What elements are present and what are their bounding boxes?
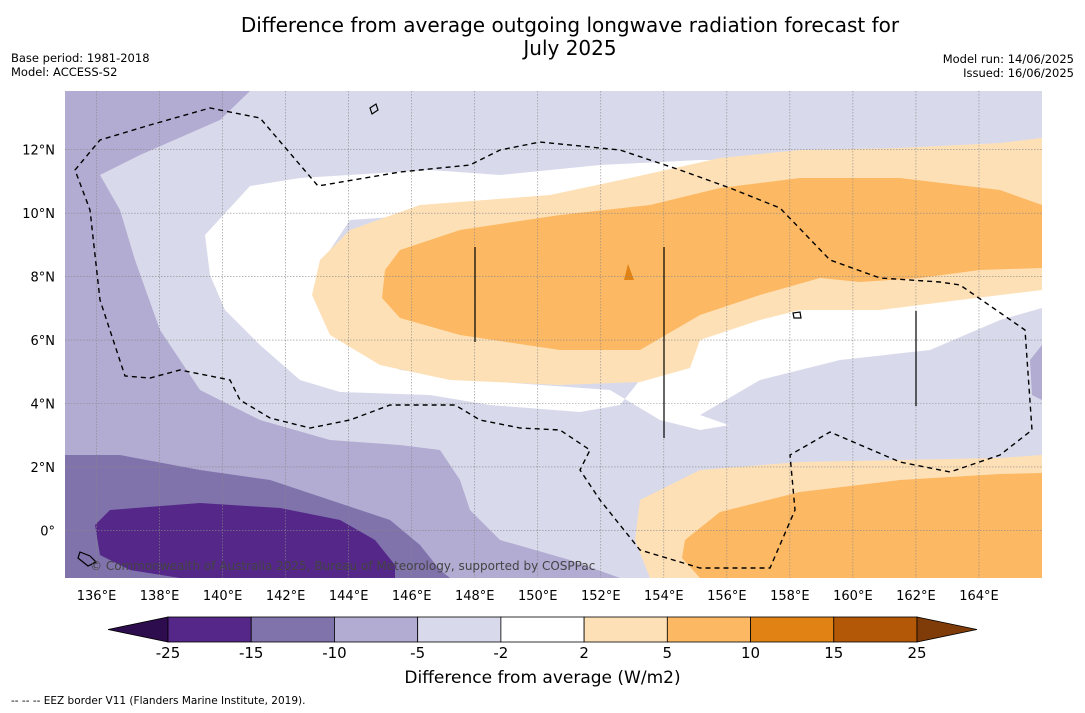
colorbar-segment (334, 616, 419, 643)
model-run: Model run: 14/06/2025 (942, 52, 1074, 66)
fill-orange-mid-south (682, 473, 1042, 578)
colorbar-tick-label: -15 (238, 644, 264, 662)
y-tick-label: 6°N (31, 334, 56, 349)
colorbar-tick-label: -2 (493, 644, 509, 662)
colorbar-title: Difference from average (W/m2) (404, 668, 681, 688)
colorbar-tick-label: -25 (155, 644, 181, 662)
eez-footnote: -- -- -- EEZ border V11 (Flanders Marine… (11, 695, 306, 707)
colorbar-extend-high (916, 616, 978, 643)
y-tick-label: 10°N (22, 207, 55, 222)
meta-right: Model run: 14/06/2025 Issued: 16/06/2025 (943, 52, 1074, 80)
x-tick-label: 148°E (455, 589, 495, 604)
colorbar-extend-low (107, 616, 169, 643)
colorbar-tick-label: -5 (410, 644, 426, 662)
copyright-text: © Commonwealth of Australia 2025, Bureau… (90, 559, 595, 573)
y-tick-label: 8°N (31, 271, 56, 286)
fill-purple-deep (95, 503, 395, 578)
y-tick-label: 2°N (31, 461, 56, 476)
x-tick-label: 150°E (518, 589, 558, 604)
colorbar-segment (167, 616, 252, 643)
colorbar (107, 616, 978, 643)
x-tick-label: 142°E (266, 589, 306, 604)
x-tick-label: 152°E (581, 589, 621, 604)
x-tick-label: 140°E (203, 589, 243, 604)
x-tick-label: 156°E (707, 589, 747, 604)
x-tick-label: 138°E (140, 589, 180, 604)
colorbar-tick-label: -10 (322, 644, 347, 662)
colorbar-tick-label: 2 (579, 644, 589, 662)
fill-lavender-east-2 (1030, 345, 1042, 400)
x-tick-label: 136°E (77, 589, 117, 604)
title-line-2: July 2025 (523, 36, 617, 60)
meta-left: Base period: 1981-2018 Model: ACCESS-S2 (11, 51, 150, 79)
x-tick-label: 162°E (896, 589, 936, 604)
colorbar-segment (583, 616, 668, 643)
x-tick-label: 144°E (329, 589, 369, 604)
fill-lavender-east (700, 308, 1042, 438)
colorbar-tick-label: 25 (907, 644, 927, 662)
colorbar-tick-label: 10 (741, 644, 761, 662)
fill-orange-mid-north (382, 178, 1042, 350)
colorbar-segment (417, 616, 502, 643)
x-tick-label: 158°E (770, 589, 810, 604)
x-axis-labels: 136°E 138°E 140°E 142°E 144°E 146°E 148°E 150°E… (77, 589, 999, 604)
colorbar-tick-label: 15 (824, 644, 844, 662)
base-period: Base period: 1981-2018 (11, 51, 150, 65)
x-tick-label: 160°E (833, 589, 873, 604)
island-outlines (77, 103, 917, 567)
fill-orange-spot (624, 264, 634, 280)
y-tick-label: 4°N (31, 398, 56, 413)
x-tick-label: 164°E (959, 589, 999, 604)
title-line-1: Difference from average outgoing longwav… (240, 13, 900, 37)
map-title: Difference from average outgoing longwav… (0, 14, 1085, 60)
colorbar-segment (666, 616, 751, 643)
colorbar-tick-label: 5 (662, 644, 673, 662)
colorbar-segment (250, 616, 335, 643)
model-name: Model: ACCESS-S2 (11, 65, 118, 79)
colorbar-segment (500, 616, 585, 643)
y-tick-label: 0° (40, 524, 55, 539)
y-tick-label: 12°N (22, 144, 55, 159)
issued-date: Issued: 16/06/2025 (963, 66, 1074, 80)
colorbar-segment (750, 616, 835, 643)
colorbar-segment (833, 616, 918, 643)
fill-lavender-mid (65, 91, 620, 578)
contour-fills (65, 91, 1042, 578)
x-tick-label: 146°E (392, 589, 432, 604)
x-tick-label: 154°E (644, 589, 684, 604)
y-axis-labels: 12°N 10°N 8°N 6°N 4°N 2°N 0° (22, 144, 55, 540)
